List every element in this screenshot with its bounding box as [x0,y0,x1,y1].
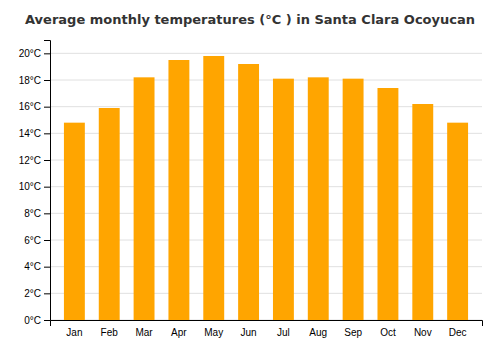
tick-mark [44,133,50,134]
bar [377,88,398,320]
tick: Nov [414,327,432,338]
tick-label: 8°C [24,208,41,219]
tick: 12°C [19,155,50,166]
tick-label: 20°C [19,48,41,59]
tick: Jan [66,327,82,338]
bar [64,123,85,320]
grid-line [50,80,482,81]
tick: 6°C [24,235,50,246]
tick-label: Jul [277,327,290,338]
tick: Apr [171,327,187,338]
tick-mark [44,293,50,294]
grid [50,53,482,320]
tick: Oct [380,327,396,338]
axis-line [44,41,51,321]
tick-label: Mar [135,327,153,338]
tick-label: 18°C [19,75,41,86]
y-axis: 0°C 2°C 4°C 6°C 8°C 10°C 12°C 14°C 16°C 18°C 20°C [19,41,51,326]
bar [343,79,364,320]
tick-label: Nov [414,327,432,338]
tick: 8°C [24,208,50,219]
tick-label: 14°C [19,128,41,139]
tick-label: May [204,327,223,338]
tick: Sep [344,327,362,338]
tick: 14°C [19,128,50,139]
tick: Jun [241,327,257,338]
tick-label: 4°C [24,261,41,272]
bar [308,77,329,320]
tick-label: 6°C [24,235,41,246]
tick-label: Jun [241,327,257,338]
tick: 18°C [19,75,50,86]
bar [273,79,294,320]
tick-mark [44,240,50,241]
tick: Jul [277,327,290,338]
tick: Feb [101,327,119,338]
tick-label: Dec [449,327,467,338]
grid-line [50,53,482,54]
tick: Aug [309,327,327,338]
bar [168,60,189,320]
tick-mark [44,53,50,54]
tick-mark [44,107,50,108]
bars [64,56,468,320]
bar [203,56,224,320]
title: Average monthly temperatures (°C ) in Sa… [25,12,475,27]
tick-label: Oct [380,327,396,338]
tick-label: Feb [101,327,119,338]
tick: 16°C [19,101,50,112]
tick-label: Apr [171,327,187,338]
tick-mark [44,320,50,321]
tick-mark [44,160,50,161]
tick-mark [44,213,50,214]
bar [447,123,468,320]
axis-line [51,321,483,327]
tick-label: Sep [344,327,362,338]
tick: 0°C [24,315,50,326]
tick-label: 0°C [24,315,41,326]
bar [238,64,259,320]
tick: Mar [135,327,153,338]
tick-label: Jan [66,327,82,338]
bar [99,108,120,320]
tick: 2°C [24,288,50,299]
tick: May [204,327,223,338]
plot: 0°C 2°C 4°C 6°C 8°C 10°C 12°C 14°C 16°C 18°C 20°C J… [19,41,483,339]
bar [412,104,433,320]
tick-mark [44,187,50,188]
tick-label: 16°C [19,101,41,112]
tick-label: 10°C [19,181,41,192]
tick: 20°C [19,48,50,59]
tick-mark [44,267,50,268]
bar [134,77,155,320]
tick: 10°C [19,181,50,192]
x-axis: Jan Feb Mar Apr May Jun Jul Aug Sep Oct Nov Dec [51,321,483,339]
tick: 4°C [24,261,50,272]
tick-label: 2°C [24,288,41,299]
tick-label: 12°C [19,155,41,166]
tick-label: Aug [309,327,327,338]
chart: 0°C 2°C 4°C 6°C 8°C 10°C 12°C 14°C 16°C 18°C 20°C J… [0,0,500,350]
tick-mark [44,80,50,81]
tick: Dec [449,327,467,338]
